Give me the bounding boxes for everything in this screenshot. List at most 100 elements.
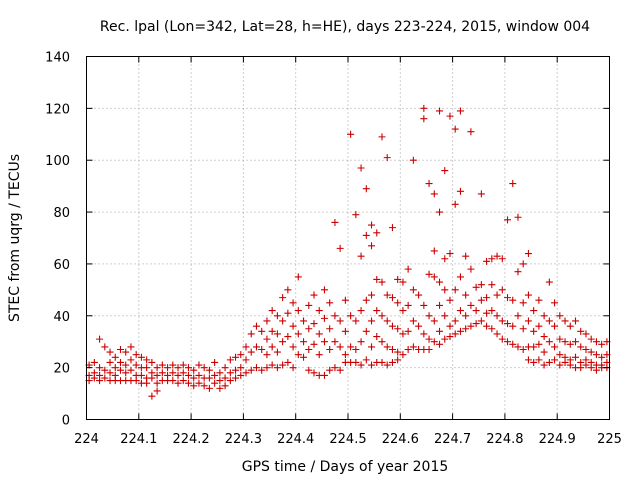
data-point [242, 343, 250, 351]
data-point [190, 382, 198, 390]
data-point [441, 312, 449, 320]
data-point [347, 312, 355, 320]
data-point [456, 273, 464, 281]
data-point [598, 353, 606, 361]
data-point [446, 250, 454, 258]
data-point [477, 317, 485, 325]
data-point [430, 247, 438, 255]
data-point [436, 301, 444, 309]
data-point [232, 374, 240, 382]
data-point [451, 330, 459, 338]
data-point [483, 294, 491, 302]
data-point [90, 374, 98, 382]
data-point [368, 361, 376, 369]
data-point [200, 382, 208, 390]
data-point [436, 340, 444, 348]
data-point [430, 338, 438, 346]
data-point [514, 343, 522, 351]
data-point [247, 348, 255, 356]
data-point [378, 358, 386, 366]
data-point [509, 180, 517, 188]
data-point [90, 358, 98, 366]
data-point [116, 366, 124, 374]
data-point [127, 343, 135, 351]
data-point [504, 338, 512, 346]
grid-lines [86, 56, 610, 420]
data-point [456, 187, 464, 195]
y-tick-label: 0 [62, 414, 70, 429]
data-point [158, 361, 166, 369]
data-point [184, 364, 192, 372]
data-point [420, 104, 428, 112]
data-point [430, 273, 438, 281]
data-point [205, 374, 213, 382]
data-point [399, 307, 407, 315]
data-point [467, 128, 475, 136]
x-tick-label: 224.1 [120, 432, 157, 447]
x-tick-label: 224.3 [225, 432, 262, 447]
x-tick-label: 224.6 [382, 432, 419, 447]
data-point [362, 231, 370, 239]
data-point [116, 345, 124, 353]
data-point [153, 371, 161, 379]
data-point [373, 229, 381, 237]
data-point [561, 338, 569, 346]
data-point [493, 330, 501, 338]
data-point [174, 364, 182, 372]
data-point [247, 366, 255, 374]
x-tick-label: 224.9 [539, 432, 576, 447]
data-point [514, 312, 522, 320]
data-point [336, 317, 344, 325]
data-point [545, 278, 553, 286]
data-point [357, 164, 365, 172]
data-point [425, 335, 433, 343]
data-point [205, 384, 213, 392]
data-point [310, 320, 318, 328]
data-point [425, 345, 433, 353]
data-point [519, 299, 527, 307]
data-point [394, 325, 402, 333]
data-point [143, 364, 151, 372]
data-point [305, 301, 313, 309]
data-point [169, 369, 177, 377]
x-tick-label: 224 [74, 432, 99, 447]
data-point [153, 379, 161, 387]
data-point [572, 353, 580, 361]
data-point [404, 301, 412, 309]
data-point [294, 351, 302, 359]
data-point [153, 387, 161, 395]
y-tick-label: 120 [45, 102, 70, 117]
data-point [388, 294, 396, 302]
data-point [268, 327, 276, 335]
data-point [158, 369, 166, 377]
data-point [362, 185, 370, 193]
data-point [388, 322, 396, 330]
data-point [127, 356, 135, 364]
x-tick-label: 224.4 [277, 432, 314, 447]
data-point [415, 291, 423, 299]
data-point [310, 369, 318, 377]
data-point [572, 317, 580, 325]
x-tick-labels: 224 224.1 224.2 224.3 224.4 224.5 224.6 224.7 22… [74, 432, 622, 447]
data-point [362, 356, 370, 364]
data-point [148, 358, 156, 366]
data-point [205, 366, 213, 374]
data-point [263, 351, 271, 359]
data-point [488, 325, 496, 333]
data-point [383, 361, 391, 369]
data-point [388, 345, 396, 353]
data-point [169, 377, 177, 385]
data-point [357, 338, 365, 346]
data-point [232, 366, 240, 374]
data-point [535, 356, 543, 364]
data-point [415, 322, 423, 330]
data-point [310, 340, 318, 348]
data-point [352, 358, 360, 366]
data-point [592, 338, 600, 346]
data-point [336, 343, 344, 351]
data-point [383, 317, 391, 325]
data-point [493, 252, 501, 260]
data-point [169, 361, 177, 369]
data-point [577, 343, 585, 351]
